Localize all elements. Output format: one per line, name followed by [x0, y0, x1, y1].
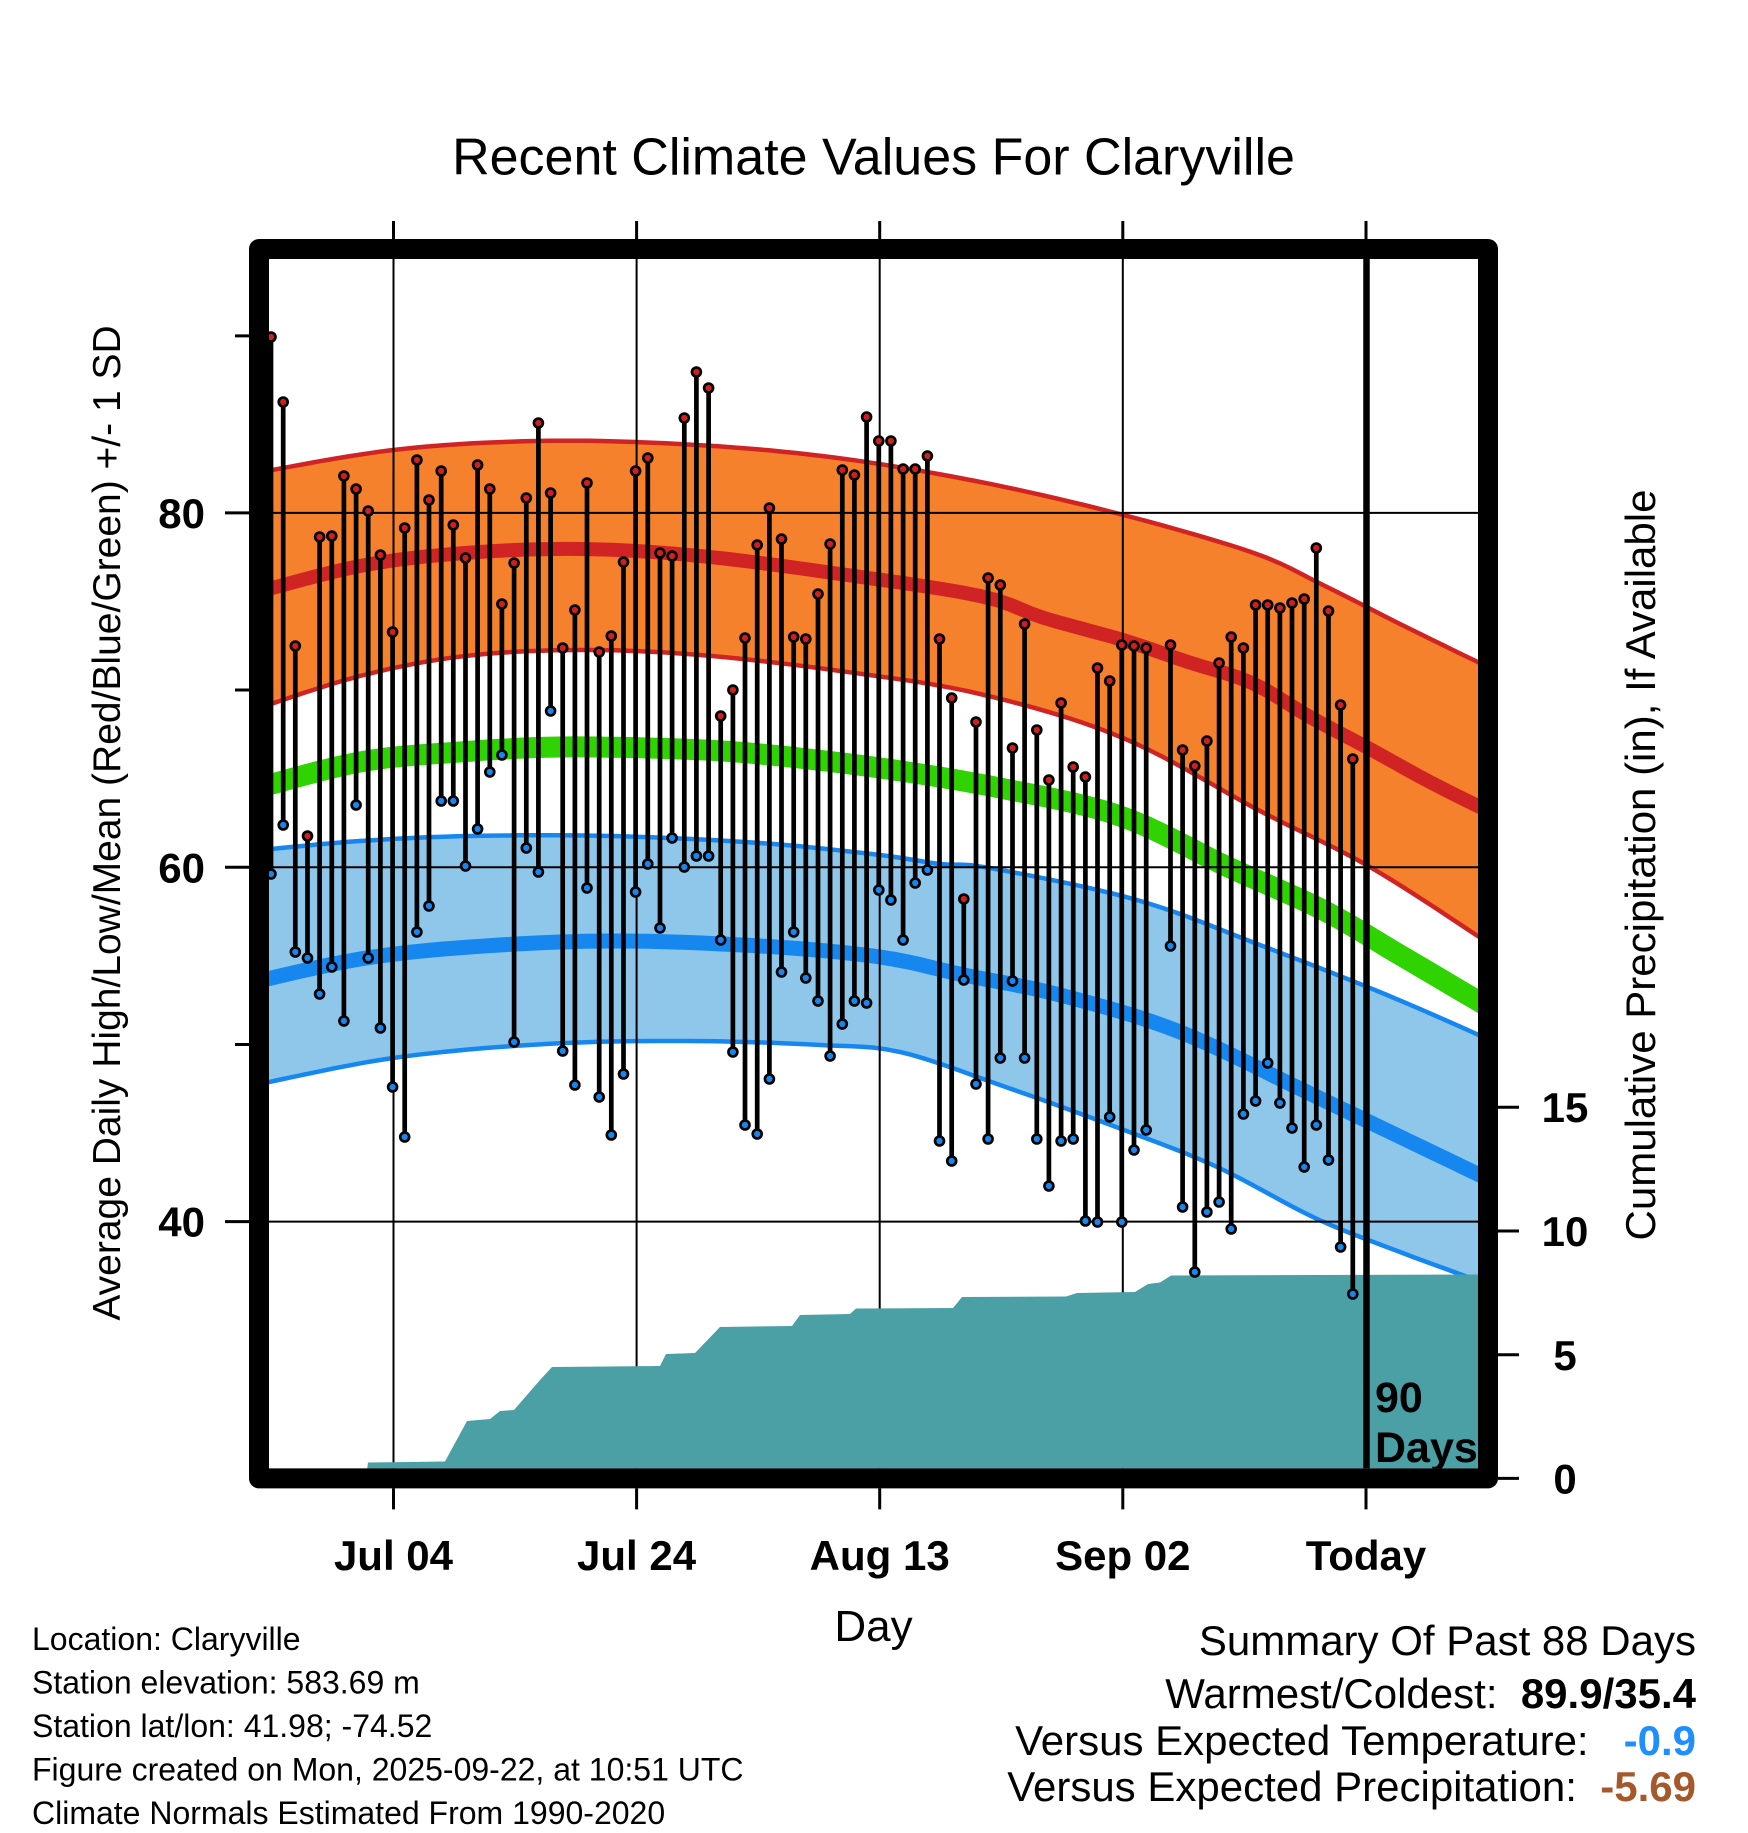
- svg-text:Location: Claryville: Location: Claryville: [32, 1621, 301, 1657]
- svg-text:90: 90: [1375, 1374, 1423, 1422]
- svg-text:15: 15: [1542, 1084, 1589, 1131]
- svg-text:Jul 04: Jul 04: [334, 1532, 454, 1579]
- svg-text:Summary Of Past 88 Days: Summary Of Past 88 Days: [1199, 1617, 1696, 1664]
- svg-text:Station elevation: 583.69 m: Station elevation: 583.69 m: [32, 1665, 420, 1701]
- svg-text:Versus Expected Temperature:: Versus Expected Temperature: -0.9: [1015, 1717, 1696, 1764]
- svg-text:Day: Day: [834, 1602, 912, 1651]
- svg-text:Aug 13: Aug 13: [810, 1532, 950, 1579]
- svg-text:Recent Climate Values For Clar: Recent Climate Values For Claryville: [452, 129, 1295, 187]
- svg-text:40: 40: [158, 1199, 205, 1246]
- svg-text:10: 10: [1542, 1208, 1589, 1255]
- svg-text:5: 5: [1553, 1332, 1576, 1379]
- svg-text:0: 0: [1553, 1455, 1576, 1502]
- svg-text:Jul 24: Jul 24: [577, 1532, 697, 1579]
- svg-text:Warmest/Coldest: 89.9/35.4: Warmest/Coldest: 89.9/35.4: [1165, 1670, 1696, 1717]
- svg-text:Versus Expected Precipitation:: Versus Expected Precipitation: -5.69: [1007, 1763, 1696, 1810]
- svg-text:80: 80: [158, 490, 205, 537]
- svg-text:Figure created on Mon, 2025-09: Figure created on Mon, 2025-09-22, at 10…: [32, 1752, 744, 1788]
- svg-text:Days: Days: [1375, 1424, 1478, 1472]
- svg-text:Average Daily High/Low/Mean (R: Average Daily High/Low/Mean (Red/Blue/Gr…: [86, 325, 129, 1320]
- svg-text:Today: Today: [1306, 1532, 1427, 1579]
- svg-text:Cumulative Precipitation (in),: Cumulative Precipitation (in), If Availa…: [1617, 490, 1664, 1241]
- svg-text:60: 60: [158, 844, 205, 891]
- svg-text:Climate Normals Estimated From: Climate Normals Estimated From 1990-2020: [32, 1795, 665, 1828]
- svg-text:Station lat/lon: 41.98; -74.52: Station lat/lon: 41.98; -74.52: [32, 1708, 432, 1744]
- svg-text:Sep 02: Sep 02: [1055, 1532, 1190, 1579]
